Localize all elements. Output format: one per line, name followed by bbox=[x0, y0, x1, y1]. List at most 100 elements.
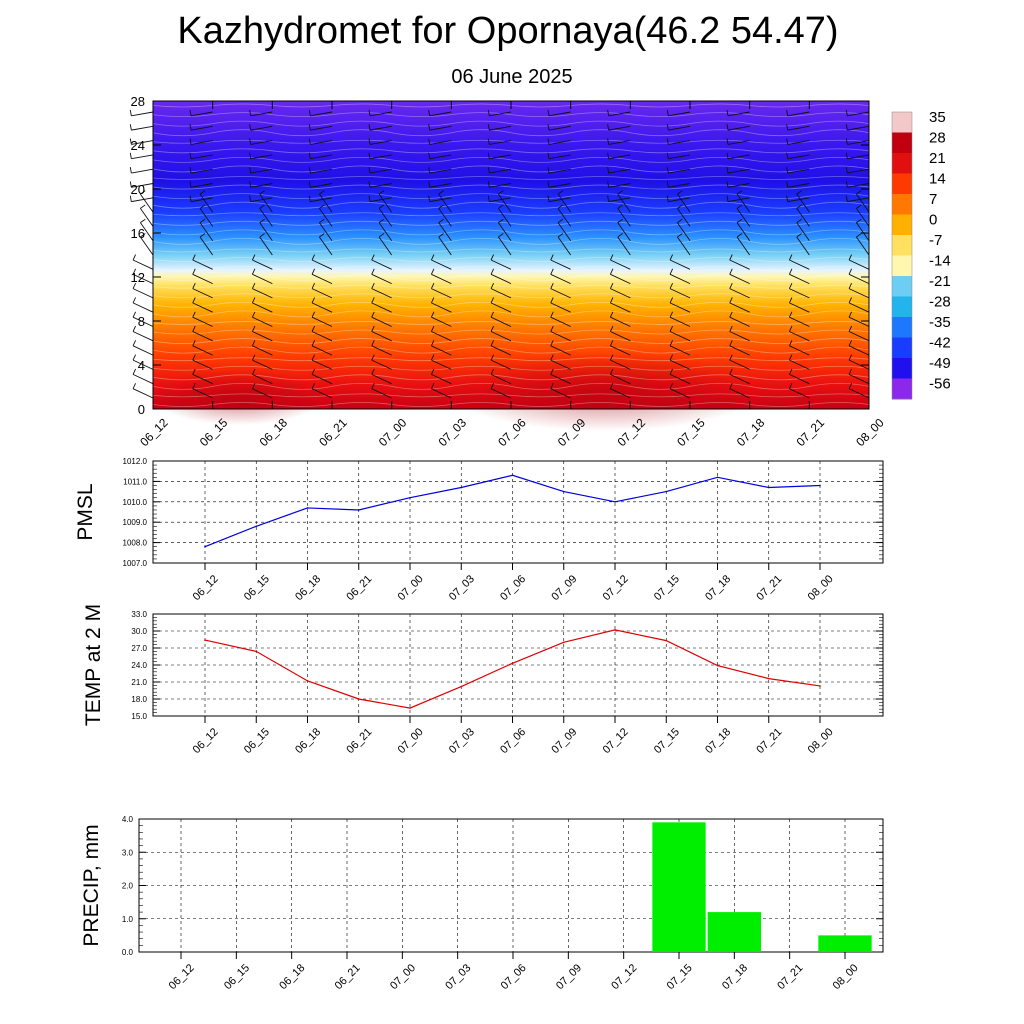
wind-barb bbox=[608, 111, 631, 117]
data-point bbox=[562, 490, 565, 493]
wind-barb bbox=[787, 168, 810, 174]
wind-barb bbox=[429, 154, 452, 160]
wind-barb bbox=[192, 331, 213, 342]
wind-barb-flag bbox=[786, 167, 789, 174]
x-tick-label: 07_00 bbox=[396, 726, 426, 756]
wind-barb bbox=[557, 193, 572, 213]
wind-barb bbox=[250, 154, 273, 160]
wind-barb bbox=[848, 259, 870, 270]
colorbar-swatch bbox=[892, 173, 912, 195]
wind-barb-flag bbox=[669, 383, 674, 389]
wind-barb-flag bbox=[788, 297, 793, 304]
isoline bbox=[152, 165, 870, 173]
wind-barb bbox=[669, 302, 691, 313]
isoline bbox=[152, 176, 870, 180]
colorbar-label: -7 bbox=[929, 232, 942, 249]
colorbar-swatch bbox=[892, 337, 912, 359]
wind-barb bbox=[789, 388, 810, 399]
wind-barb-flag bbox=[251, 368, 256, 375]
wind-barb bbox=[490, 288, 512, 299]
wind-barb-flag bbox=[251, 311, 256, 318]
wind-barb bbox=[557, 208, 572, 227]
data-point bbox=[665, 490, 668, 493]
wind-barb bbox=[548, 154, 571, 160]
wind-barb bbox=[490, 373, 512, 385]
x-tick-label: 06_15 bbox=[242, 573, 272, 603]
y-tick-label: 18.0 bbox=[131, 695, 147, 704]
wind-barb-flag bbox=[438, 218, 444, 224]
wind-barb bbox=[610, 288, 631, 299]
wind-barb-flag bbox=[788, 383, 793, 389]
wind-barb bbox=[192, 288, 213, 299]
wind-barb bbox=[669, 331, 691, 342]
wind-barb bbox=[847, 197, 870, 203]
wind-barb-flag bbox=[796, 190, 802, 195]
wind-barb-flag bbox=[490, 368, 495, 375]
wind-barb bbox=[668, 125, 691, 131]
wind-barb-flag bbox=[609, 254, 614, 261]
wind-barb bbox=[190, 183, 213, 188]
wind-barb bbox=[489, 140, 512, 145]
x-tick-label: 08_00 bbox=[853, 415, 887, 449]
wind-barb-flag bbox=[609, 325, 614, 332]
x-tick-label: 06_21 bbox=[344, 573, 374, 603]
wind-barb bbox=[727, 168, 750, 174]
wind-barb-flag bbox=[129, 195, 132, 202]
wind-barb bbox=[319, 222, 333, 241]
wind-barb bbox=[438, 222, 452, 241]
wind-barb bbox=[669, 359, 691, 370]
heatmap-warm-core bbox=[446, 351, 762, 431]
wind-barb-flag bbox=[617, 190, 623, 195]
wind-barb bbox=[431, 345, 452, 356]
wind-barb bbox=[252, 259, 273, 270]
wind-barb bbox=[190, 140, 213, 145]
wind-barb bbox=[311, 331, 333, 342]
colorbar-label: -21 bbox=[929, 273, 951, 290]
wind-barb bbox=[727, 183, 750, 188]
wind-barb bbox=[250, 168, 273, 174]
wind-barb bbox=[848, 316, 870, 327]
wind-barb-flag bbox=[319, 233, 325, 238]
wind-barb-flag bbox=[498, 233, 504, 238]
wind-barb-flag bbox=[378, 218, 385, 224]
wind-barb bbox=[378, 208, 393, 227]
wind-barb-flag bbox=[796, 218, 802, 224]
wind-barb-flag bbox=[371, 354, 375, 361]
colorbar-label: 14 bbox=[929, 171, 946, 188]
wind-barb bbox=[431, 373, 452, 385]
wind-barb bbox=[610, 373, 631, 385]
data-point bbox=[306, 507, 309, 509]
wind-barb-flag bbox=[856, 218, 862, 224]
isoline bbox=[152, 321, 870, 325]
wind-barb bbox=[608, 125, 631, 131]
wind-barb bbox=[490, 273, 512, 285]
data-point bbox=[716, 476, 719, 479]
wind-barb-flag bbox=[490, 354, 495, 361]
wind-barb-flag bbox=[189, 138, 192, 145]
wind-barb-flag bbox=[669, 354, 674, 361]
wind-barb bbox=[550, 273, 571, 285]
wind-barb-flag bbox=[729, 325, 733, 332]
y-tick-label: 15.0 bbox=[131, 712, 147, 721]
wind-barb bbox=[557, 222, 572, 241]
wind-barb-flag bbox=[251, 297, 256, 304]
wind-barb-flag bbox=[786, 181, 789, 188]
wind-barb-flag bbox=[430, 368, 435, 375]
wind-barb-flag bbox=[430, 254, 435, 261]
colorbar-label: 28 bbox=[929, 130, 946, 147]
wind-barb-flag bbox=[669, 268, 674, 275]
wind-barb bbox=[856, 236, 870, 256]
wind-barb bbox=[548, 197, 571, 203]
data-point bbox=[562, 641, 565, 644]
wind-barb bbox=[431, 288, 452, 299]
wind-barb bbox=[369, 197, 392, 203]
wind-barb bbox=[729, 331, 750, 342]
wind-barb bbox=[132, 373, 154, 385]
wind-barb bbox=[796, 193, 810, 213]
wind-barb bbox=[369, 168, 392, 174]
y-tick-label: 2.0 bbox=[122, 882, 134, 891]
wind-barb-flag bbox=[371, 383, 375, 389]
wind-barb bbox=[729, 345, 750, 356]
wind-barb-flag bbox=[617, 218, 623, 224]
wind-barb-flag bbox=[677, 204, 683, 209]
